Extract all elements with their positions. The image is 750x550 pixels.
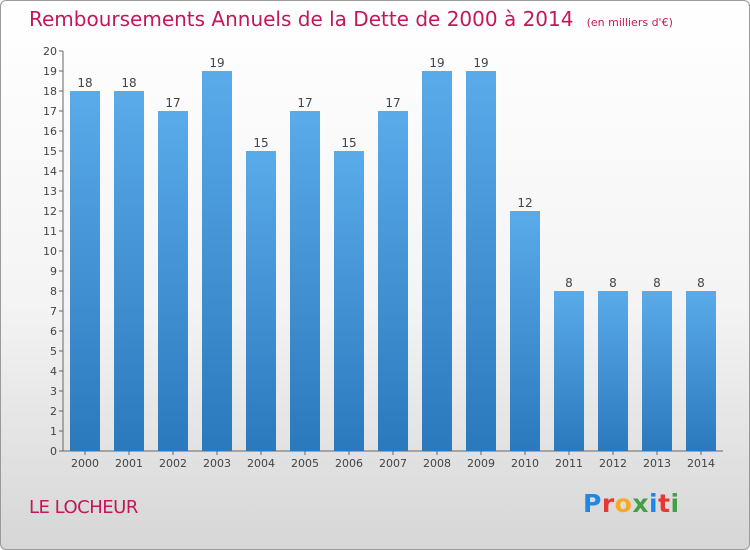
y-tick-label: 15 xyxy=(43,145,57,158)
bar xyxy=(158,111,188,451)
y-tick-label: 20 xyxy=(43,45,57,58)
bar xyxy=(290,111,320,451)
y-tick-label: 10 xyxy=(43,245,57,258)
data-label: 8 xyxy=(565,276,573,290)
bar xyxy=(202,71,232,451)
bar xyxy=(642,291,672,451)
data-label: 17 xyxy=(385,96,400,110)
y-tick-label: 12 xyxy=(43,205,57,218)
x-tick-label: 2005 xyxy=(291,457,319,470)
logo-letter: r xyxy=(601,489,615,518)
data-label: 8 xyxy=(609,276,617,290)
x-tick-label: 2003 xyxy=(203,457,231,470)
y-tick-label: 18 xyxy=(43,85,57,98)
data-label: 19 xyxy=(473,56,488,70)
x-tick-label: 2001 xyxy=(115,457,143,470)
data-label: 15 xyxy=(253,136,268,150)
data-label: 8 xyxy=(653,276,661,290)
data-label: 19 xyxy=(209,56,224,70)
bar xyxy=(686,291,716,451)
data-label: 17 xyxy=(297,96,312,110)
data-label: 8 xyxy=(697,276,705,290)
bar xyxy=(334,151,364,451)
bar xyxy=(554,291,584,451)
x-tick-label: 2011 xyxy=(555,457,583,470)
y-tick-label: 11 xyxy=(43,225,57,238)
y-tick-label: 8 xyxy=(50,285,57,298)
x-tick-label: 2000 xyxy=(71,457,99,470)
x-tick-label: 2010 xyxy=(511,457,539,470)
proxiti-logo: Proxiti xyxy=(583,489,680,518)
commune-name: LE LOCHEUR xyxy=(29,497,138,518)
logo-letter: P xyxy=(583,489,602,518)
data-label: 17 xyxy=(165,96,180,110)
y-tick-label: 2 xyxy=(50,405,57,418)
chart-title: Remboursements Annuels de la Dette de 20… xyxy=(29,7,574,31)
x-tick-label: 2009 xyxy=(467,457,495,470)
x-tick-label: 2012 xyxy=(599,457,627,470)
x-tick-label: 2014 xyxy=(687,457,715,470)
x-tick-label: 2008 xyxy=(423,457,451,470)
logo-letter: i xyxy=(670,489,680,518)
data-label: 12 xyxy=(517,196,532,210)
logo-letter: i xyxy=(649,489,659,518)
x-tick-label: 2013 xyxy=(643,457,671,470)
logo-letter: x xyxy=(632,489,649,518)
data-label: 19 xyxy=(429,56,444,70)
data-label: 15 xyxy=(341,136,356,150)
y-tick-label: 9 xyxy=(50,265,57,278)
y-tick-label: 4 xyxy=(50,365,57,378)
y-tick-label: 3 xyxy=(50,385,57,398)
bar xyxy=(466,71,496,451)
y-tick-label: 0 xyxy=(50,445,57,458)
x-tick-label: 2007 xyxy=(379,457,407,470)
y-tick-label: 19 xyxy=(43,65,57,78)
data-label: 18 xyxy=(77,76,92,90)
y-tick-label: 16 xyxy=(43,125,57,138)
bar xyxy=(510,211,540,451)
data-label: 18 xyxy=(121,76,136,90)
bar xyxy=(422,71,452,451)
y-tick-label: 6 xyxy=(50,325,57,338)
bar xyxy=(378,111,408,451)
chart-subtitle: (en milliers d'€) xyxy=(586,16,673,29)
x-tick-label: 2004 xyxy=(247,457,275,470)
bar xyxy=(70,91,100,451)
y-tick-label: 5 xyxy=(50,345,57,358)
title-row: Remboursements Annuels de la Dette de 20… xyxy=(29,7,673,31)
x-tick-label: 2002 xyxy=(159,457,187,470)
y-tick-label: 13 xyxy=(43,185,57,198)
bar xyxy=(598,291,628,451)
x-tick-label: 2006 xyxy=(335,457,363,470)
y-tick-label: 17 xyxy=(43,105,57,118)
y-tick-label: 1 xyxy=(50,425,57,438)
y-tick-label: 14 xyxy=(43,165,57,178)
logo-letter: t xyxy=(658,489,671,518)
bar xyxy=(114,91,144,451)
logo-letter: o xyxy=(614,489,633,518)
y-tick-label: 7 xyxy=(50,305,57,318)
bar xyxy=(246,151,276,451)
